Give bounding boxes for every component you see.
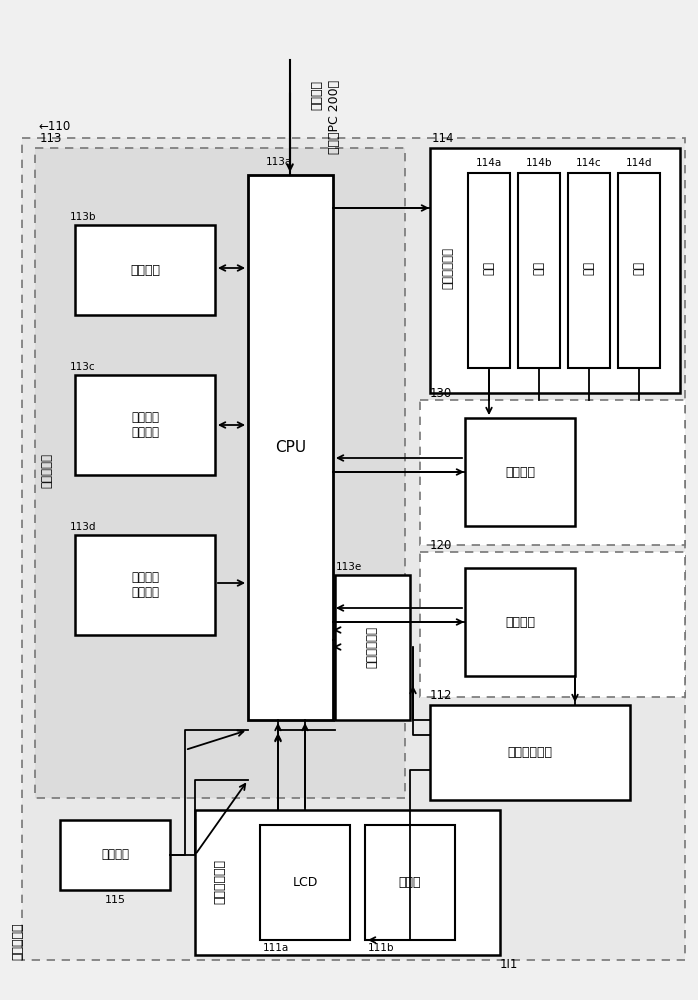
Text: 1I1: 1I1 xyxy=(500,958,519,971)
Bar xyxy=(75,225,215,315)
Text: 114c: 114c xyxy=(576,158,602,168)
Text: 114: 114 xyxy=(432,132,454,145)
Text: 认证操作单元: 认证操作单元 xyxy=(507,746,553,758)
Text: 省电接鈕: 省电接鈕 xyxy=(101,848,129,861)
Bar xyxy=(465,568,575,676)
Bar xyxy=(465,418,575,526)
Bar xyxy=(260,825,350,940)
Text: 130: 130 xyxy=(430,387,452,400)
Text: 输入操作单元: 输入操作单元 xyxy=(214,859,226,904)
Bar xyxy=(420,552,685,697)
Text: 113a: 113a xyxy=(266,157,292,167)
Text: ←110: ←110 xyxy=(38,120,70,133)
Bar xyxy=(60,820,170,890)
Bar xyxy=(518,173,560,368)
Text: 113: 113 xyxy=(40,132,62,145)
Text: 113d: 113d xyxy=(70,522,96,532)
Text: 认证处理单元: 认证处理单元 xyxy=(366,626,378,668)
Text: 115: 115 xyxy=(105,895,126,905)
Bar xyxy=(365,825,455,940)
Text: 打印单元: 打印单元 xyxy=(505,466,535,479)
Bar xyxy=(430,705,630,800)
Text: 112: 112 xyxy=(430,689,452,702)
Text: 113c: 113c xyxy=(70,362,96,372)
Bar xyxy=(420,400,685,545)
Bar xyxy=(22,138,685,960)
Text: 打印数据: 打印数据 xyxy=(310,80,323,110)
Text: CPU: CPU xyxy=(275,440,306,455)
Text: 操作键: 操作键 xyxy=(399,876,422,888)
Text: 外部接口: 外部接口 xyxy=(130,263,160,276)
Text: 111b: 111b xyxy=(368,943,394,953)
Text: 113b: 113b xyxy=(70,212,96,222)
Text: 主控制单元: 主控制单元 xyxy=(40,452,54,488)
Text: 114b: 114b xyxy=(526,158,552,168)
Text: 开关: 开关 xyxy=(632,261,646,275)
Text: 电源控制单元: 电源控制单元 xyxy=(442,247,454,289)
Text: 111a: 111a xyxy=(263,943,289,953)
Text: 扫描单元: 扫描单元 xyxy=(505,615,535,629)
Text: LCD: LCD xyxy=(292,876,318,888)
Bar xyxy=(618,173,660,368)
Bar xyxy=(248,175,333,720)
Text: 开关: 开关 xyxy=(533,261,546,275)
Text: 开关: 开关 xyxy=(482,261,496,275)
Bar xyxy=(35,148,405,798)
Bar xyxy=(195,810,500,955)
Bar xyxy=(75,535,215,635)
Text: 打印数据
存储单元: 打印数据 存储单元 xyxy=(131,571,159,599)
Bar xyxy=(75,375,215,475)
Bar xyxy=(568,173,610,368)
Bar xyxy=(468,173,510,368)
Text: 113e: 113e xyxy=(336,562,362,572)
Text: （来自PC 200）: （来自PC 200） xyxy=(328,80,341,154)
Bar xyxy=(430,148,680,393)
Text: 打印数据
分析单元: 打印数据 分析单元 xyxy=(131,411,159,439)
Text: 120: 120 xyxy=(430,539,452,552)
Text: 控制器单元: 控制器单元 xyxy=(11,922,24,960)
Text: 114d: 114d xyxy=(625,158,652,168)
Text: 114a: 114a xyxy=(476,158,502,168)
Text: 开关: 开关 xyxy=(583,261,595,275)
Bar xyxy=(335,575,410,720)
